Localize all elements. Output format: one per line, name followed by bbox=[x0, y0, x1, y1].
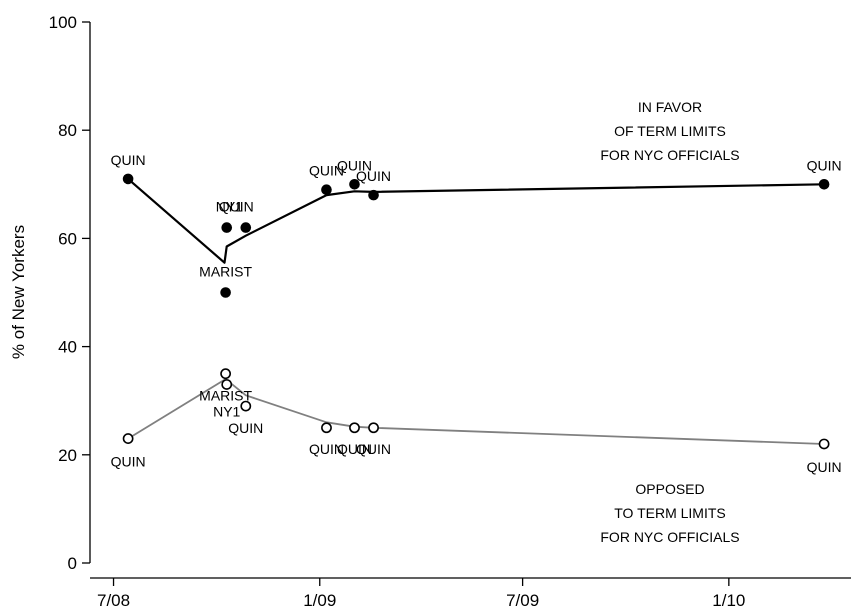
point-label-opposed: QUIN bbox=[111, 454, 146, 470]
point-label-in-favor: QUIN bbox=[309, 163, 344, 179]
series-layer: QUINMARISTNY1QUINQUINQUINQUINQUINQUINMAR… bbox=[111, 152, 842, 475]
point-label-opposed: QUIN bbox=[807, 459, 842, 475]
data-point-opposed bbox=[220, 368, 232, 380]
data-point-in-favor bbox=[368, 189, 379, 201]
x-tick-label: 1/10 bbox=[712, 591, 745, 610]
point-label-opposed: QUIN bbox=[356, 441, 391, 457]
data-point-in-favor bbox=[221, 222, 233, 233]
x-tick-label: 7/09 bbox=[506, 591, 539, 610]
annotation-opposed: OPPOSED TO TERM LIMITS FOR NYC OFFICIALS bbox=[600, 481, 739, 545]
data-point-in-favor bbox=[321, 184, 332, 196]
annotation-in-favor: IN FAVOR OF TERM LIMITS FOR NYC OFFICIAL… bbox=[600, 99, 739, 163]
data-point-in-favor bbox=[122, 173, 134, 185]
point-label-in-favor: MARIST bbox=[199, 264, 252, 280]
x-ticks: 7/08 1/09 7/09 1/10 bbox=[97, 578, 745, 610]
y-tick-label: 80 bbox=[58, 121, 77, 140]
data-point-in-favor bbox=[349, 179, 360, 190]
annotation-in-favor-line-3: FOR NYC OFFICIALS bbox=[600, 147, 739, 163]
y-tick-label: 20 bbox=[58, 446, 77, 465]
data-point-opposed bbox=[321, 422, 332, 434]
annotation-in-favor-line-1: IN FAVOR bbox=[638, 99, 702, 115]
annotation-opposed-line-2: TO TERM LIMITS bbox=[614, 505, 726, 521]
point-label-in-favor: QUIN bbox=[111, 152, 146, 168]
y-tick-label: 40 bbox=[58, 338, 77, 357]
x-tick-label: 7/08 bbox=[97, 591, 130, 610]
data-point-opposed bbox=[122, 433, 134, 444]
annotation-opposed-line-1: OPPOSED bbox=[635, 481, 704, 497]
x-tick-label: 1/09 bbox=[303, 591, 336, 610]
data-point-in-favor bbox=[220, 287, 231, 298]
data-point-in-favor bbox=[818, 179, 830, 190]
point-label-opposed: QUIN bbox=[337, 441, 372, 457]
point-label-in-favor: QUIN bbox=[219, 199, 254, 215]
x-axis: 7/08 1/09 7/09 1/10 bbox=[90, 577, 851, 610]
point-label-in-favor: QUIN bbox=[807, 157, 842, 173]
trend-line-in-favor bbox=[127, 178, 825, 264]
point-label-in-favor: NY1 bbox=[216, 199, 243, 215]
y-axis-title: % of New Yorkers bbox=[9, 225, 28, 359]
y-tick-label: 60 bbox=[58, 229, 77, 248]
point-label-opposed: QUIN bbox=[309, 441, 344, 457]
point-label-opposed: MARIST bbox=[199, 388, 252, 404]
data-point-opposed bbox=[221, 379, 233, 390]
y-tick-label: 100 bbox=[49, 13, 77, 32]
y-ticks: 0 20 40 60 80 100 bbox=[49, 13, 90, 573]
data-point-opposed bbox=[349, 422, 360, 434]
data-point-opposed bbox=[240, 400, 252, 412]
data-point-opposed bbox=[368, 422, 379, 434]
point-label-in-favor: QUIN bbox=[337, 157, 372, 173]
y-tick-label: 0 bbox=[68, 554, 77, 573]
point-label-opposed: QUIN bbox=[228, 420, 263, 436]
annotation-opposed-line-3: FOR NYC OFFICIALS bbox=[600, 529, 739, 545]
annotation-in-favor-line-2: OF TERM LIMITS bbox=[614, 123, 726, 139]
point-label-opposed: NY1 bbox=[213, 403, 240, 419]
data-point-in-favor bbox=[240, 222, 252, 233]
point-label-in-favor: QUIN bbox=[356, 168, 391, 184]
y-axis: 0 20 40 60 80 100 bbox=[49, 13, 91, 573]
data-point-opposed bbox=[818, 438, 830, 450]
